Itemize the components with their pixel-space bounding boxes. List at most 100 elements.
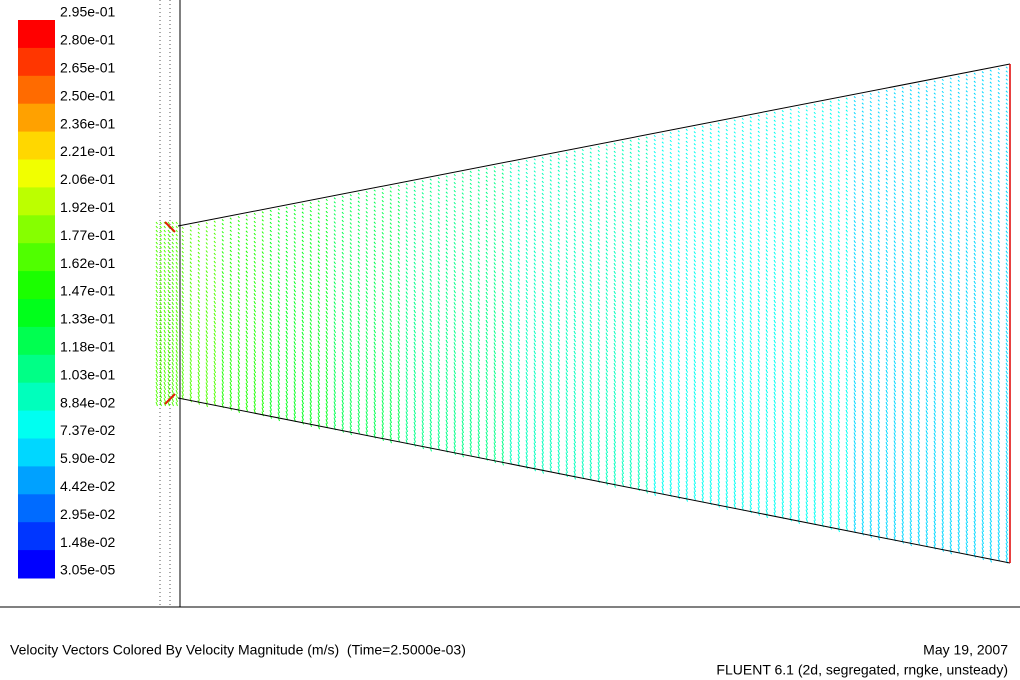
- velocity-vectors: [989, 69, 992, 563]
- velocity-vectors: [349, 194, 352, 436]
- velocity-vectors: [477, 169, 480, 459]
- velocity-vectors: [171, 221, 174, 407]
- velocity-vectors: [309, 201, 312, 427]
- velocity-vectors: [885, 89, 888, 539]
- velocity-vectors: [653, 134, 656, 496]
- velocity-vectors: [261, 211, 264, 417]
- velocity-vectors: [485, 167, 488, 461]
- velocity-vectors: [645, 136, 648, 494]
- velocity-vectors: [853, 96, 856, 534]
- legend-label: 1.92e-01: [60, 199, 115, 215]
- velocity-vectors: [717, 122, 720, 508]
- velocity-vectors: [175, 221, 178, 407]
- velocity-vectors: [765, 113, 768, 519]
- velocity-vectors: [565, 152, 568, 478]
- velocity-vectors: [189, 225, 192, 403]
- legend-label: 1.33e-01: [60, 311, 115, 327]
- velocity-vectors: [949, 77, 952, 555]
- velocity-vectors: [725, 120, 728, 510]
- velocity-vectors: [533, 158, 536, 472]
- velocity-vectors: [245, 214, 248, 412]
- velocity-vectors: [901, 86, 904, 544]
- velocity-vectors: [877, 91, 880, 541]
- velocity-vectors: [805, 105, 808, 523]
- velocity-vectors: [181, 226, 184, 400]
- velocity-vectors: [965, 74, 968, 556]
- velocity-vectors: [789, 108, 792, 522]
- velocity-vectors: [453, 173, 456, 455]
- legend-label: 2.36e-01: [60, 115, 115, 131]
- legend-label: 7.37e-02: [60, 422, 115, 438]
- velocity-vectors: [269, 209, 272, 419]
- velocity-vectors: [341, 195, 344, 433]
- velocity-vectors: [829, 100, 832, 530]
- velocity-vectors: [693, 127, 696, 501]
- velocity-vectors: [861, 94, 864, 536]
- velocity-vectors: [293, 205, 296, 423]
- legend-swatch: [18, 354, 55, 384]
- velocity-vectors: [925, 82, 928, 548]
- velocity-vectors: [957, 75, 960, 553]
- legend-label: 1.47e-01: [60, 283, 115, 299]
- velocity-vectors: [493, 166, 496, 464]
- color-legend: 2.95e-01 2.80e-01 2.65e-01 2.50e-01 2.36e-01…: [18, 4, 115, 579]
- velocity-vectors: [413, 181, 416, 447]
- velocity-vectors: [469, 170, 472, 456]
- velocity-vectors: [869, 92, 872, 538]
- velocity-vectors: [637, 138, 640, 492]
- velocity-vectors: [285, 206, 288, 420]
- velocity-vectors: [757, 114, 760, 516]
- velocity-vectors: [237, 215, 240, 413]
- legend-swatch: [18, 522, 55, 551]
- velocity-vectors: [317, 200, 320, 430]
- legend-swatch: [18, 438, 55, 467]
- velocity-vectors: [205, 222, 208, 408]
- velocity-vectors: [797, 106, 800, 524]
- velocity-vectors: [781, 110, 784, 520]
- legend-label: 8.84e-02: [60, 394, 115, 410]
- legend-swatch: [18, 550, 55, 579]
- legend-label: 1.77e-01: [60, 227, 115, 243]
- velocity-vectors: [357, 192, 360, 434]
- velocity-vectors: [773, 111, 776, 517]
- velocity-vectors: [581, 148, 584, 478]
- velocity-vectors: [589, 147, 592, 481]
- velocity-vectors: [445, 175, 448, 453]
- velocity-vectors: [893, 88, 896, 542]
- legend-label: 2.80e-01: [60, 32, 115, 48]
- velocity-vectors: [155, 221, 158, 407]
- legend-swatch: [18, 243, 55, 272]
- inlet-corner: [164, 221, 176, 405]
- legend-label: 2.50e-01: [60, 87, 115, 103]
- velocity-vectors: [517, 161, 520, 467]
- velocity-vectors: [429, 178, 432, 452]
- legend-swatch: [18, 326, 55, 356]
- velocity-vectors: [845, 97, 848, 531]
- velocity-vectors: [621, 141, 624, 487]
- velocity-vectors: [909, 85, 912, 547]
- legend-swatch: [18, 466, 55, 495]
- legend-swatch: [18, 75, 55, 105]
- legend-swatch: [18, 382, 55, 412]
- velocity-vectors: [837, 99, 840, 533]
- velocity-vectors: [941, 78, 944, 552]
- legend-label: 1.03e-01: [60, 366, 115, 382]
- velocity-vectors: [437, 177, 440, 451]
- velocity-vectors: [253, 212, 256, 414]
- legend-swatch: [18, 131, 55, 160]
- velocity-vectors: [917, 83, 920, 545]
- footer-version: FLUENT 6.1 (2d, segregated, rngke, unste…: [716, 662, 1008, 678]
- velocity-vectors: [167, 221, 170, 407]
- velocity-vectors: [301, 203, 304, 425]
- velocity-vectors: [277, 208, 280, 422]
- velocity-vectors: [421, 180, 424, 450]
- velocity-vectors: [701, 125, 704, 503]
- velocity-vectors: [677, 130, 680, 500]
- velocity-vectors: [613, 142, 616, 488]
- velocity-vectors: [973, 72, 976, 558]
- velocity-vectors: [525, 159, 528, 469]
- legend-swatch: [18, 215, 55, 244]
- legend-swatch: [18, 271, 55, 300]
- velocity-vectors: [557, 153, 560, 475]
- legend-label: 2.95e-02: [60, 506, 115, 522]
